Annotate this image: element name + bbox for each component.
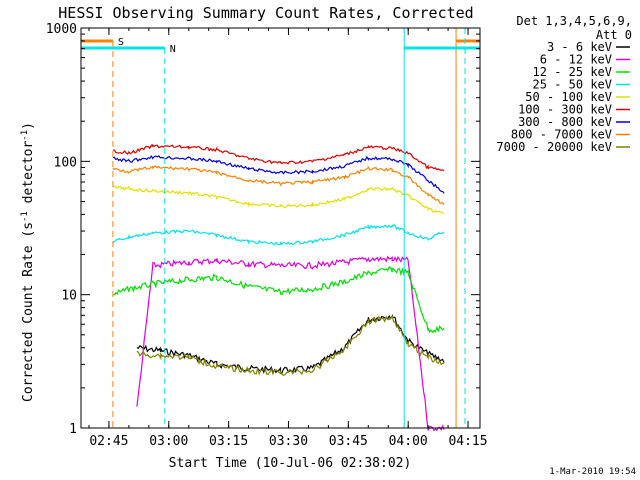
x-tick-label-0: 02:45 (89, 434, 128, 449)
legend-label-3: 12 - 25 keV (533, 65, 612, 79)
y-tick-label-1: 10 (61, 289, 77, 304)
axes-layer: 02:45 03:00 03:15 03:30 03:45 04:00 04:15 1 10 10… (46, 22, 488, 449)
series-line-1 (136, 314, 445, 375)
y-axis-label-sup1: -1 (20, 211, 30, 222)
legend-header-line2: Att 0 (596, 28, 632, 42)
y-axis-label-main: Corrected Count Rate (s (21, 222, 36, 402)
x-tick-label-2: 03:15 (209, 434, 248, 449)
legend-label-4: 25 - 50 keV (533, 78, 612, 92)
y-axis-label-sup2: -1 (20, 130, 30, 141)
series-line-3 (112, 265, 445, 334)
y-axis-label-mid: detector (21, 141, 36, 212)
legend-label-8: 800 - 7000 keV (511, 128, 612, 142)
plot-frame (80, 27, 481, 429)
series-line-7 (112, 155, 445, 194)
flag-label-n: N (170, 44, 176, 55)
series-line-6 (112, 143, 445, 172)
y-axis-label-end: ) (21, 122, 36, 130)
legend-label-1: 3 - 6 keV (547, 40, 612, 54)
flags-layer: SN (81, 28, 480, 428)
legend-label-9: 7000 - 20000 keV (496, 140, 612, 154)
y-axis-label: Corrected Count Rate (s-1 detector-1) (20, 122, 36, 402)
x-tick-label-1: 03:00 (149, 434, 188, 449)
x-axis-label: Start Time (10-Jul-06 02:38:02) (169, 456, 412, 471)
y-tick-label-0: 1 (69, 422, 77, 437)
series-line-4 (112, 223, 445, 246)
legend-header-line1: Det 1,3,4,5,6,9, (516, 14, 632, 28)
series-line-8 (112, 164, 445, 206)
x-tick-label-4: 03:45 (329, 434, 368, 449)
legend-label-6: 100 - 300 keV (518, 103, 612, 117)
series-line-5 (112, 185, 445, 214)
legend-label-5: 50 - 100 keV (525, 90, 612, 104)
x-tick-label-6: 04:15 (448, 434, 487, 449)
legend-label-7: 300 - 800 keV (518, 115, 612, 129)
x-tick-label-3: 03:30 (269, 434, 308, 449)
y-tick-label-3: 1000 (46, 22, 77, 37)
legend-label-2: 6 - 12 keV (540, 53, 612, 67)
series-layer (112, 143, 445, 432)
x-tick-label-5: 04:00 (389, 434, 428, 449)
footer-date: 1-Mar-2010 19:54 (549, 467, 636, 477)
chart-title: HESSI Observing Summary Count Rates, Cor… (58, 4, 473, 22)
series-line-9 (136, 315, 445, 376)
flag-label-s: S (118, 37, 124, 48)
y-tick-label-2: 100 (54, 155, 77, 170)
series-line-2 (136, 255, 445, 432)
